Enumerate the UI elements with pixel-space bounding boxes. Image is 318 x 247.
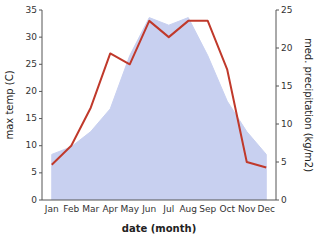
y2-tick-label: 5 <box>281 157 287 167</box>
y-tick-label: 20 <box>26 86 38 96</box>
area-series <box>52 18 267 200</box>
x-axis-line <box>42 200 276 201</box>
y-tick <box>39 145 42 146</box>
x-tick-label: Nov <box>238 204 256 214</box>
y2-tick <box>276 86 279 87</box>
y-tick <box>39 91 42 92</box>
y2-tick <box>276 10 279 11</box>
line-series <box>52 21 267 168</box>
y2-tick-label: 25 <box>281 5 292 15</box>
x-tick-label: Mar <box>82 204 99 214</box>
y2-tick-label: 0 <box>281 195 287 205</box>
y2-tick <box>276 124 279 125</box>
x-axis-title: date (month) <box>122 223 196 234</box>
y2-tick <box>276 200 279 201</box>
y-tick <box>39 37 42 38</box>
y2-tick <box>276 48 279 49</box>
y-tick-label: 10 <box>26 140 38 150</box>
chart: 051015202530350510152025JanFebMarAprMayJ… <box>0 0 318 247</box>
y2-tick-label: 15 <box>281 81 292 91</box>
y2-tick-label: 20 <box>281 43 293 53</box>
y-tick-label: 15 <box>26 113 37 123</box>
y-tick <box>39 10 42 11</box>
right-axis-line <box>276 10 277 200</box>
x-tick-label: Aug <box>179 204 197 214</box>
y2-tick <box>276 162 279 163</box>
y-tick <box>39 172 42 173</box>
y-tick-label: 0 <box>31 195 37 205</box>
y-tick <box>39 64 42 65</box>
x-tick-label: Sep <box>199 204 216 214</box>
y-tick-label: 30 <box>26 32 38 42</box>
y2-axis-title: med. precipitation (kg/m2) <box>303 38 314 172</box>
x-tick-label: Feb <box>63 204 79 214</box>
y2-tick-label: 10 <box>281 119 293 129</box>
y-tick <box>39 200 42 201</box>
y-tick-label: 35 <box>26 5 37 15</box>
x-tick-label: Apr <box>102 204 118 214</box>
y-tick <box>39 118 42 119</box>
x-tick-label: Jul <box>162 204 174 214</box>
y-tick-label: 5 <box>31 167 37 177</box>
y-axis-title: max temp (C) <box>4 70 15 139</box>
x-tick-label: Dec <box>258 204 275 214</box>
x-tick-label: Jun <box>141 204 156 214</box>
plot-marks <box>52 18 267 200</box>
left-axis-line <box>42 10 43 200</box>
x-tick-label: Jan <box>44 204 59 214</box>
x-tick-label: May <box>120 204 139 214</box>
y-tick-label: 25 <box>26 59 37 69</box>
x-tick-label: Oct <box>219 204 235 214</box>
